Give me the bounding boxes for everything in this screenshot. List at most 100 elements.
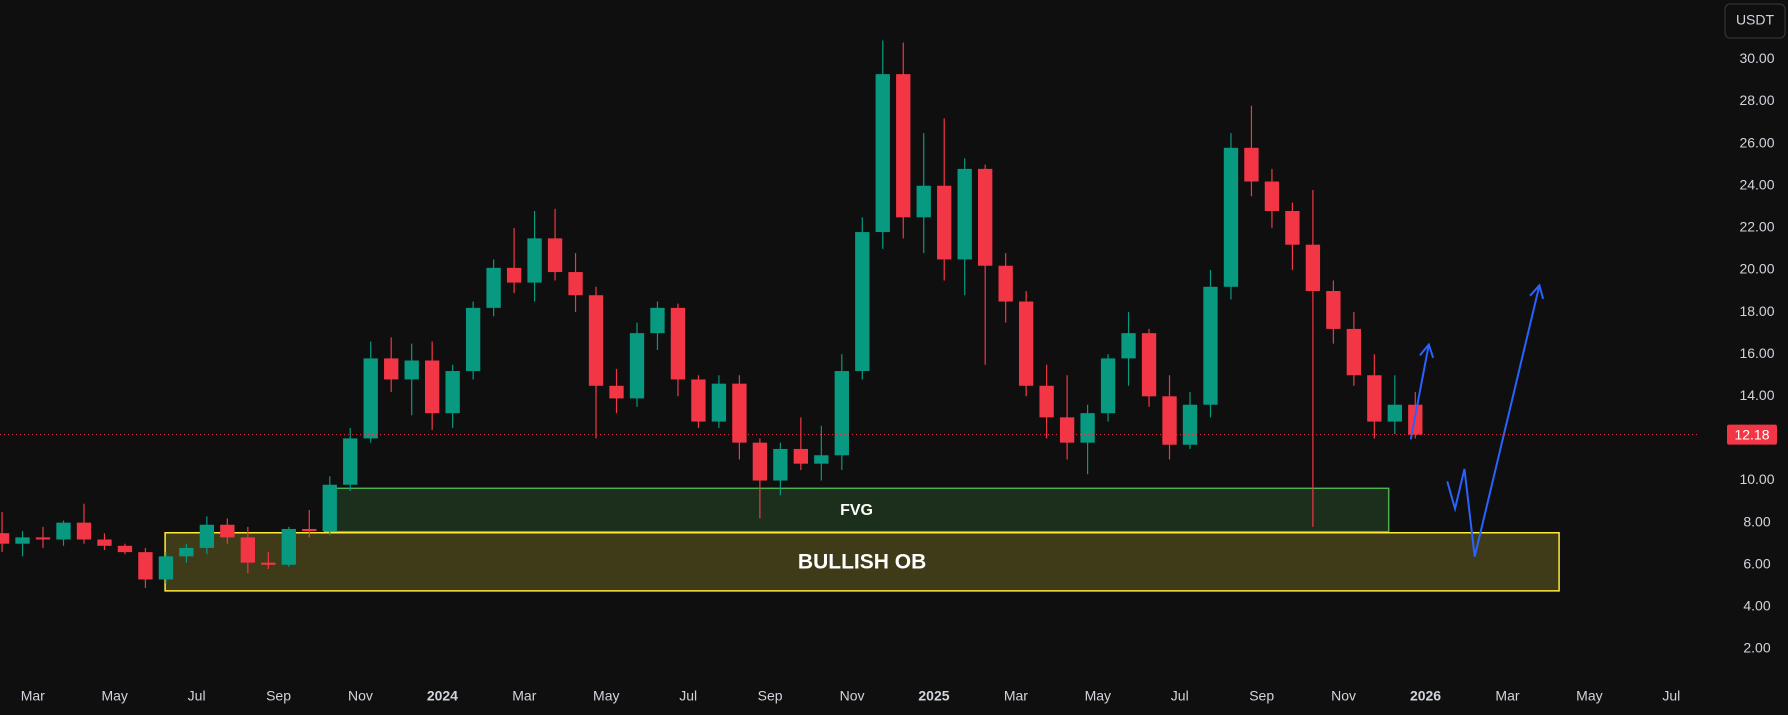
y-tick-label: 20.00: [1739, 261, 1774, 277]
y-tick-label: 8.00: [1743, 513, 1770, 529]
candle-body: [240, 537, 255, 563]
y-tick-label: 30.00: [1739, 50, 1774, 66]
x-tick-label: Mar: [512, 688, 536, 704]
x-tick-label: 2024: [427, 688, 458, 704]
x-tick-label: May: [1085, 688, 1111, 704]
candle-body: [814, 455, 829, 464]
projection-line: [1446, 285, 1541, 557]
x-tick-label: Sep: [758, 688, 783, 704]
candle-body: [384, 358, 399, 380]
zone: [323, 487, 1390, 533]
x-tick-label: Jul: [188, 688, 206, 704]
candle-body: [261, 562, 276, 565]
candle-body: [957, 168, 972, 260]
candle-body: [1121, 333, 1136, 359]
candle-body: [855, 232, 870, 372]
candle-body: [793, 448, 809, 464]
candle-body: [281, 528, 296, 565]
candle-body: [1182, 404, 1198, 445]
candle-body: [998, 265, 1013, 302]
candle-body: [506, 267, 522, 283]
candle-body: [425, 360, 440, 414]
candle-body: [568, 272, 583, 296]
candle-body: [1285, 210, 1300, 245]
candle-body: [752, 442, 768, 481]
candle-body: [199, 524, 215, 548]
x-tick-label: Mar: [1495, 688, 1519, 704]
candle-body: [1059, 417, 1075, 443]
y-tick-label: 14.00: [1739, 387, 1774, 403]
candle-body: [1203, 286, 1218, 405]
candle-body: [1326, 291, 1341, 329]
candle-body: [547, 238, 563, 273]
candle-body: [302, 528, 317, 532]
candle-body: [937, 185, 952, 260]
candle-body: [97, 539, 112, 546]
x-tick-label: Nov: [1331, 688, 1356, 704]
x-tick-label: Mar: [21, 688, 45, 704]
candle-body: [875, 74, 890, 233]
candle-body: [1346, 328, 1362, 376]
x-tick-label: Jul: [1171, 688, 1189, 704]
candle-body: [670, 307, 686, 380]
candle-body: [1244, 147, 1259, 182]
y-tick-label: 4.00: [1743, 598, 1770, 614]
y-tick-label: 26.00: [1739, 134, 1774, 150]
x-tick-label: Mar: [1004, 688, 1028, 704]
zone-label: BULLISH OB: [798, 550, 926, 573]
candle-body: [343, 438, 358, 485]
candle-body: [76, 522, 92, 540]
candle-body: [1162, 396, 1177, 445]
candle-body: [650, 307, 665, 334]
last-price-box: [1727, 424, 1777, 445]
candle-body: [609, 385, 624, 399]
candle-body: [629, 333, 645, 399]
candle-body: [834, 371, 849, 456]
y-tick-label: 18.00: [1739, 303, 1774, 319]
candle-body: [138, 552, 153, 580]
x-tick-label: Nov: [348, 688, 373, 704]
currency-button[interactable]: [1724, 3, 1786, 39]
y-tick-label: 22.00: [1739, 219, 1774, 235]
candle-body: [0, 533, 10, 544]
x-tick-label: May: [101, 688, 127, 704]
candle-body: [732, 383, 747, 443]
candle-body: [322, 484, 337, 532]
x-tick-label: May: [1576, 688, 1602, 704]
candle-body: [916, 185, 931, 218]
candle-body: [711, 383, 727, 422]
arrowhead: [1529, 283, 1545, 300]
candle-body: [1141, 333, 1157, 397]
x-tick-label: 2025: [918, 688, 949, 704]
candle-body: [1387, 404, 1402, 422]
candle-body: [1367, 375, 1382, 422]
y-tick-label: 10.00: [1739, 471, 1774, 487]
x-tick-label: Sep: [1249, 688, 1274, 704]
zone: [164, 532, 1560, 592]
candle-body: [117, 545, 133, 553]
candle-body: [15, 537, 30, 544]
x-tick-label: Jul: [679, 688, 697, 704]
currency-label: USDT: [1736, 12, 1775, 28]
candle-body: [527, 238, 542, 283]
candle-body: [465, 307, 481, 372]
candle-body: [35, 537, 51, 540]
y-tick-label: 6.00: [1743, 555, 1770, 571]
candle-body: [588, 295, 604, 386]
x-tick-label: May: [593, 688, 619, 704]
candle-body: [56, 522, 71, 540]
candle-body: [773, 448, 788, 481]
x-tick-label: Sep: [266, 688, 291, 704]
candle-body: [1080, 413, 1095, 443]
candle-body: [220, 524, 235, 538]
y-tick-label: 16.00: [1739, 345, 1774, 361]
candle-body: [158, 556, 174, 580]
y-tick-label: 24.00: [1739, 176, 1774, 192]
x-tick-label: Nov: [840, 688, 865, 704]
candle-body: [486, 267, 501, 308]
candle-body: [691, 379, 706, 422]
candle-body: [1100, 358, 1116, 414]
